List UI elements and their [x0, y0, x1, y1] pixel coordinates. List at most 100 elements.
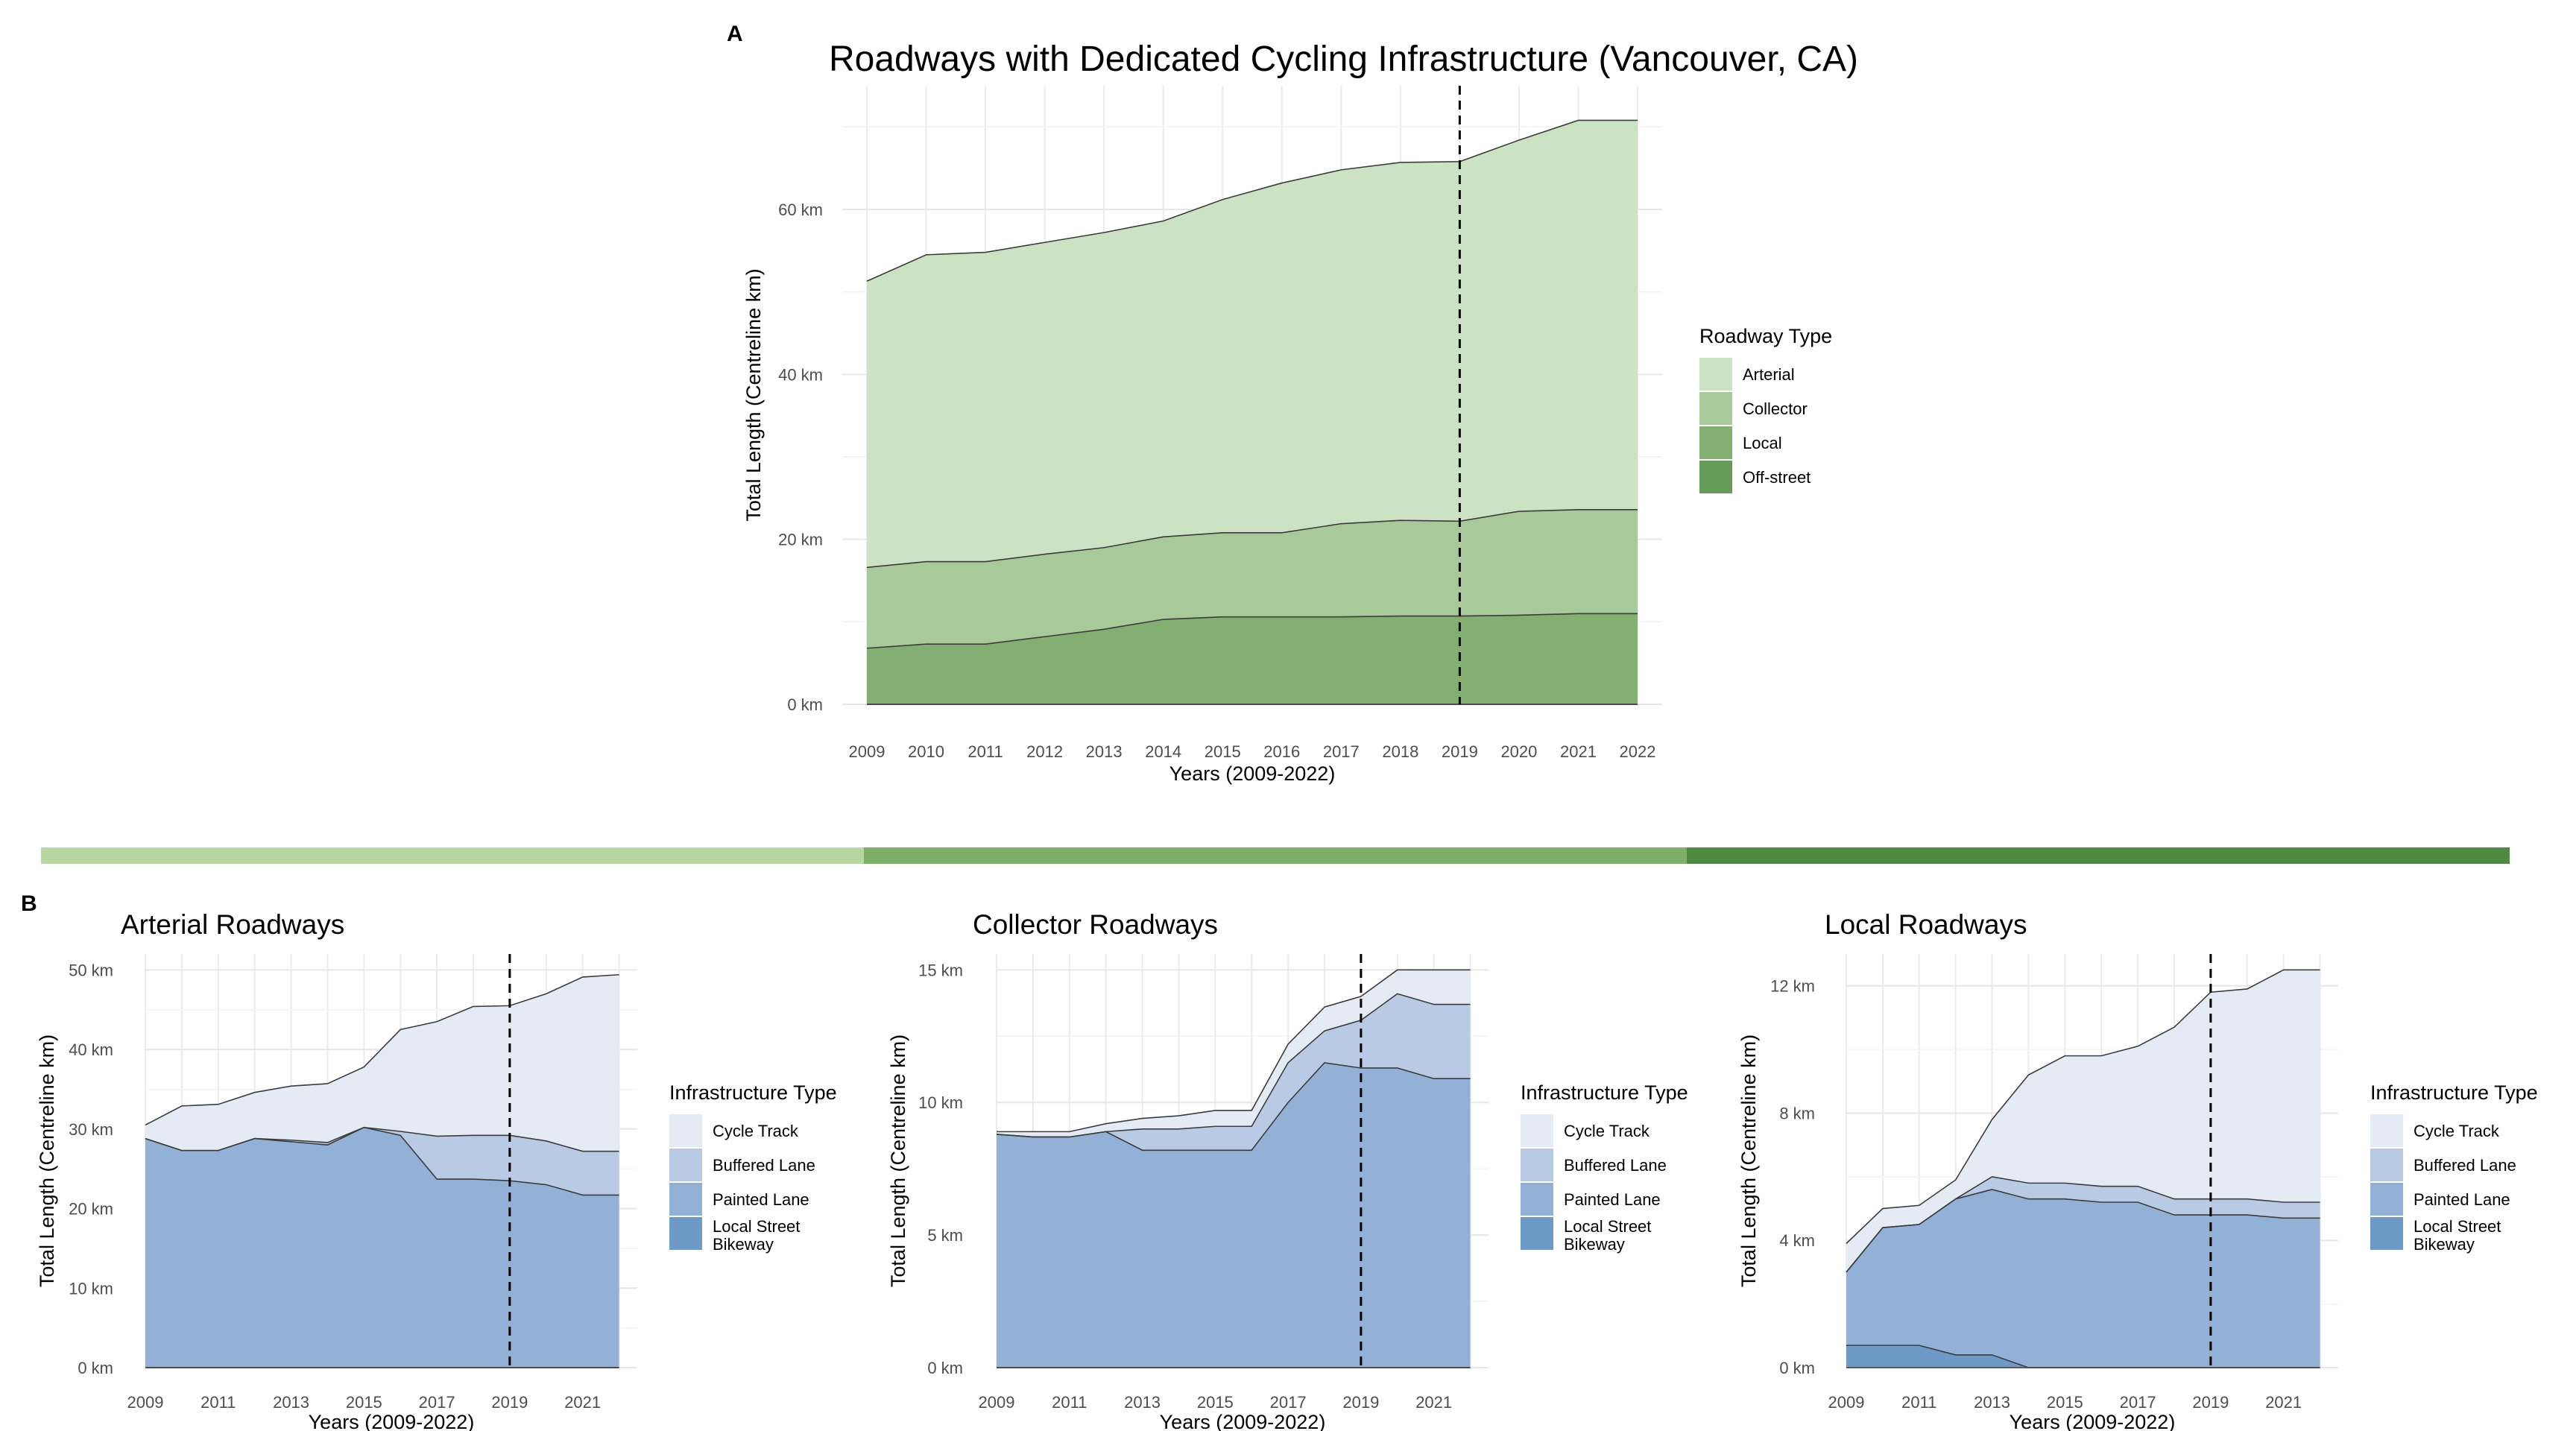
- line-cycle-track: [1846, 969, 2320, 1245]
- area-layers: [145, 973, 619, 1368]
- y-tick-label: 0 km: [787, 695, 823, 714]
- legend-key-local: [1699, 426, 1732, 459]
- divider-segment-1: [41, 847, 864, 864]
- line-local: [866, 613, 1638, 649]
- y-axis-label: Total Length (Centreline km): [887, 1034, 909, 1287]
- x-tick-label: 2015: [2047, 1393, 2083, 1412]
- area-layers: [996, 969, 1471, 1368]
- x-tick-label: 2014: [1145, 742, 1181, 761]
- legend-key-local-street-bikeway: [1521, 1217, 1553, 1250]
- line-collector: [866, 509, 1638, 569]
- legend-label-off-street: Off-street: [1743, 468, 1811, 487]
- y-tick-label: 10 km: [918, 1093, 963, 1112]
- legend-title: Roadway Type: [1699, 325, 1832, 347]
- y-axis-label: Total Length (Centreline km): [36, 1034, 58, 1287]
- area-buffered-lane: [145, 1127, 619, 1195]
- x-tick-label: 2013: [1086, 742, 1123, 761]
- x-tick-label: 2013: [273, 1393, 309, 1412]
- y-tick-label: 20 km: [69, 1200, 113, 1219]
- legend-label-painted-lane: Painted Lane: [713, 1190, 809, 1209]
- legend-key-painted-lane: [2370, 1183, 2403, 1216]
- x-tick-label: 2011: [201, 1393, 236, 1412]
- line-cycle-track: [145, 973, 619, 1126]
- legend-label-collector: Collector: [1743, 399, 1808, 418]
- area-painted-lane: [1846, 1189, 2320, 1368]
- legend-label-buffered-lane: Buffered Lane: [1564, 1156, 1667, 1175]
- area-painted-lane: [145, 1127, 619, 1368]
- y-tick-label: 12 km: [1770, 977, 1815, 996]
- legend-label-buffered-lane: Buffered Lane: [2414, 1156, 2516, 1175]
- panel-label-a: A: [727, 22, 743, 46]
- area-local-street-bikeway: [1846, 1345, 2320, 1368]
- area-buffered-lane: [997, 994, 1471, 1151]
- legend-key-off-street: [1699, 461, 1732, 493]
- area-layers: [1846, 969, 2320, 1368]
- y-tick-label: 60 km: [778, 200, 823, 219]
- y-tick-label: 0 km: [1779, 1359, 1815, 1377]
- x-tick-label: 2018: [1382, 742, 1418, 761]
- legend-label-local-street-bikeway: Local Street Bikeway: [2414, 1217, 2501, 1254]
- area-local: [867, 613, 1638, 704]
- y-tick-label: 40 km: [69, 1040, 113, 1059]
- legend: Infrastructure Type Cycle Track Buffered L…: [2370, 1081, 2538, 1254]
- legend-label-painted-lane: Painted Lane: [2414, 1190, 2510, 1209]
- x-tick-label: 2013: [1974, 1393, 2010, 1412]
- area-cycle-track: [145, 974, 619, 1152]
- x-tick-label: 2016: [1263, 742, 1300, 761]
- y-tick-label: 10 km: [69, 1279, 113, 1298]
- x-tick-label: 2019: [2192, 1393, 2229, 1412]
- legend: Infrastructure Type Cycle Track Buffered L…: [1521, 1081, 1688, 1254]
- x-tick-label: 2017: [1270, 1393, 1307, 1412]
- legend-label-buffered-lane: Buffered Lane: [713, 1156, 815, 1175]
- y-tick-label: 50 km: [69, 961, 113, 979]
- x-tick-label: 2019: [1342, 1393, 1379, 1412]
- legend-key-cycle-track: [1521, 1114, 1553, 1147]
- area-cycle-track: [997, 970, 1471, 1137]
- line-cycle-track: [997, 969, 1471, 1133]
- legend-label-cycle-track: Cycle Track: [2414, 1122, 2500, 1140]
- x-tick-label: 2021: [564, 1393, 601, 1412]
- legend-key-local-street-bikeway: [2370, 1217, 2403, 1250]
- legend: Roadway Type Arterial Collector Local Off-st…: [1699, 325, 1832, 493]
- chart-title: Roadways with Dedicated Cycling Infrastr…: [829, 40, 1858, 79]
- x-tick-label: 2017: [419, 1393, 455, 1412]
- divider-segment-2: [864, 847, 1687, 864]
- legend-key-buffered-lane: [669, 1149, 702, 1181]
- line-buffered-lane: [996, 993, 1471, 1138]
- x-tick-label: 2021: [2265, 1393, 2302, 1412]
- legend-label-cycle-track: Cycle Track: [713, 1122, 799, 1140]
- area-cycle-track: [1846, 970, 2320, 1272]
- legend-key-buffered-lane: [1521, 1149, 1553, 1181]
- line-arterial: [866, 119, 1638, 282]
- x-tick-label: 2011: [967, 742, 1003, 761]
- x-tick-label: 2017: [1323, 742, 1360, 761]
- x-tick-label: 2021: [1415, 1393, 1452, 1412]
- x-axis-label: Years (2009-2022): [1169, 762, 1336, 785]
- y-axis-label: Total Length (Centreline km): [742, 268, 765, 521]
- y-tick-label: 40 km: [778, 365, 823, 384]
- legend-label-local: Local: [1743, 434, 1782, 452]
- area-layers: [866, 119, 1638, 705]
- x-tick-label: 2020: [1500, 742, 1537, 761]
- y-tick-label: 15 km: [918, 961, 963, 979]
- y-tick-label: 5 km: [927, 1226, 963, 1245]
- divider-segment-3: [1687, 847, 2510, 864]
- line-buffered-lane: [145, 1126, 619, 1152]
- chart-local-roadways: 0 km 4 km 8 km 12 km 2009 2011 2013 2015 2017 201…: [1737, 909, 2538, 1431]
- x-tick-label: 2009: [979, 1393, 1015, 1412]
- x-tick-label: 2011: [1901, 1393, 1936, 1412]
- legend-key-painted-lane: [1521, 1183, 1553, 1216]
- legend-label-arterial: Arterial: [1743, 365, 1795, 384]
- x-tick-label: 2019: [1442, 742, 1478, 761]
- x-tick-label: 2009: [1828, 1393, 1865, 1412]
- x-tick-label: 2012: [1026, 742, 1063, 761]
- area-collector: [867, 509, 1638, 648]
- chart-title: Arterial Roadways: [121, 909, 344, 940]
- x-tick-label: 2015: [1205, 742, 1241, 761]
- area-arterial: [867, 120, 1638, 568]
- y-tick-label: 4 km: [1779, 1231, 1815, 1250]
- legend-key-collector: [1699, 392, 1732, 425]
- legend-label-local-street-bikeway: Local Street Bikeway: [713, 1217, 800, 1254]
- legend-key-cycle-track: [669, 1114, 702, 1147]
- legend-title: Infrastructure Type: [2370, 1081, 2538, 1104]
